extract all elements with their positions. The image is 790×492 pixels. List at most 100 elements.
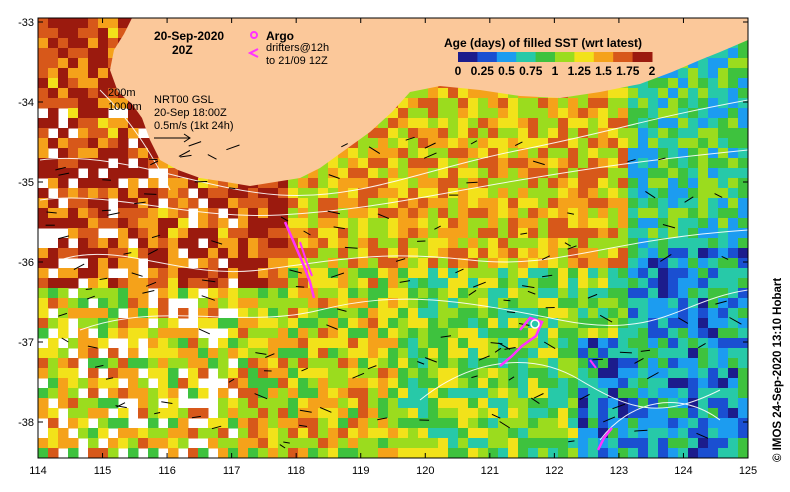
sst-pixel bbox=[458, 108, 469, 119]
sst-pixel bbox=[178, 428, 189, 439]
sst-pixel bbox=[558, 188, 569, 199]
sst-pixel bbox=[608, 248, 619, 259]
sst-pixel bbox=[248, 448, 259, 458]
sst-pixel bbox=[618, 288, 629, 299]
sst-pixel bbox=[58, 388, 69, 399]
sst-pixel bbox=[498, 108, 509, 119]
sst-pixel bbox=[588, 128, 599, 139]
sst-pixel bbox=[688, 288, 699, 299]
sst-pixel bbox=[458, 408, 469, 419]
current-arrow bbox=[299, 409, 312, 413]
sst-pixel bbox=[708, 58, 719, 69]
sst-pixel bbox=[698, 98, 709, 109]
sst-pixel bbox=[558, 338, 569, 349]
sst-pixel bbox=[128, 288, 139, 299]
sst-pixel bbox=[568, 278, 579, 289]
sst-pixel bbox=[108, 328, 119, 339]
current-arrow bbox=[678, 317, 689, 324]
sst-pixel bbox=[668, 138, 679, 149]
sst-pixel bbox=[728, 188, 739, 199]
sst-pixel bbox=[268, 408, 279, 419]
sst-pixel bbox=[208, 308, 219, 319]
sst-pixel bbox=[448, 238, 459, 249]
sst-pixel bbox=[728, 238, 739, 249]
sst-pixel bbox=[648, 88, 659, 99]
sst-pixel bbox=[568, 348, 579, 359]
sst-pixel bbox=[658, 298, 669, 309]
sst-pixel bbox=[408, 188, 419, 199]
sst-pixel bbox=[488, 448, 499, 458]
sst-pixel bbox=[208, 238, 219, 249]
sst-pixel bbox=[78, 428, 89, 439]
current-arrow bbox=[265, 353, 275, 358]
sst-pixel bbox=[568, 108, 579, 119]
sst-pixel bbox=[158, 288, 169, 299]
sst-pixel bbox=[588, 98, 599, 109]
sst-pixel bbox=[288, 288, 299, 299]
sst-pixel bbox=[468, 428, 479, 439]
sst-pixel bbox=[338, 258, 349, 269]
sst-pixel bbox=[728, 438, 739, 449]
sst-pixel bbox=[608, 358, 619, 369]
sst-pixel bbox=[738, 48, 748, 59]
sst-pixel bbox=[418, 198, 429, 209]
sst-pixel bbox=[408, 328, 419, 339]
sst-pixel bbox=[538, 408, 549, 419]
sst-pixel bbox=[458, 128, 469, 139]
sst-pixel bbox=[308, 188, 319, 199]
sst-pixel bbox=[648, 188, 659, 199]
sst-pixel bbox=[688, 58, 699, 69]
sst-pixel bbox=[348, 348, 359, 359]
sst-pixel bbox=[458, 118, 469, 129]
sst-pixel bbox=[328, 218, 339, 229]
sst-pixel bbox=[518, 268, 529, 279]
sst-pixel bbox=[198, 338, 209, 349]
sst-pixel bbox=[708, 328, 719, 339]
sst-pixel bbox=[668, 398, 679, 409]
sst-pixel bbox=[328, 338, 339, 349]
sst-pixel bbox=[348, 448, 359, 458]
sst-pixel bbox=[538, 298, 549, 309]
sst-pixel bbox=[158, 388, 169, 399]
sst-pixel bbox=[688, 298, 699, 309]
sst-pixel bbox=[168, 378, 179, 389]
sst-pixel bbox=[408, 88, 419, 99]
sst-pixel bbox=[408, 128, 419, 139]
sst-pixel bbox=[448, 168, 459, 179]
current-arrow bbox=[201, 295, 215, 301]
sst-pixel bbox=[528, 158, 539, 169]
sst-pixel bbox=[458, 358, 469, 369]
sst-pixel bbox=[328, 418, 339, 429]
sst-pixel bbox=[558, 138, 569, 149]
sst-pixel bbox=[98, 308, 109, 319]
sst-pixel bbox=[588, 298, 599, 309]
sst-pixel bbox=[218, 298, 229, 309]
sst-pixel bbox=[328, 238, 339, 249]
sst-pixel bbox=[728, 228, 739, 239]
sst-pixel bbox=[438, 108, 449, 119]
sst-pixel bbox=[538, 368, 549, 379]
sst-pixel bbox=[358, 158, 369, 169]
sst-pixel bbox=[698, 168, 709, 179]
sst-pixel bbox=[698, 118, 709, 129]
sst-pixel bbox=[668, 248, 679, 259]
sst-pixel bbox=[68, 168, 79, 179]
sst-pixel bbox=[418, 228, 429, 239]
sst-pixel bbox=[528, 168, 539, 179]
sst-pixel bbox=[558, 208, 569, 219]
sst-pixel bbox=[158, 318, 169, 329]
sst-pixel bbox=[408, 148, 419, 159]
sst-pixel bbox=[158, 408, 169, 419]
sst-pixel bbox=[418, 288, 429, 299]
sst-pixel bbox=[38, 368, 49, 379]
sst-pixel bbox=[358, 388, 369, 399]
sst-pixel bbox=[308, 408, 319, 419]
sst-pixel bbox=[88, 228, 99, 239]
sst-pixel bbox=[598, 158, 609, 169]
sst-pixel bbox=[68, 358, 79, 369]
sst-pixel bbox=[508, 388, 519, 399]
sst-pixel bbox=[458, 88, 469, 99]
sst-pixel bbox=[48, 208, 59, 219]
sst-pixel bbox=[328, 288, 339, 299]
sst-pixel bbox=[518, 438, 529, 449]
